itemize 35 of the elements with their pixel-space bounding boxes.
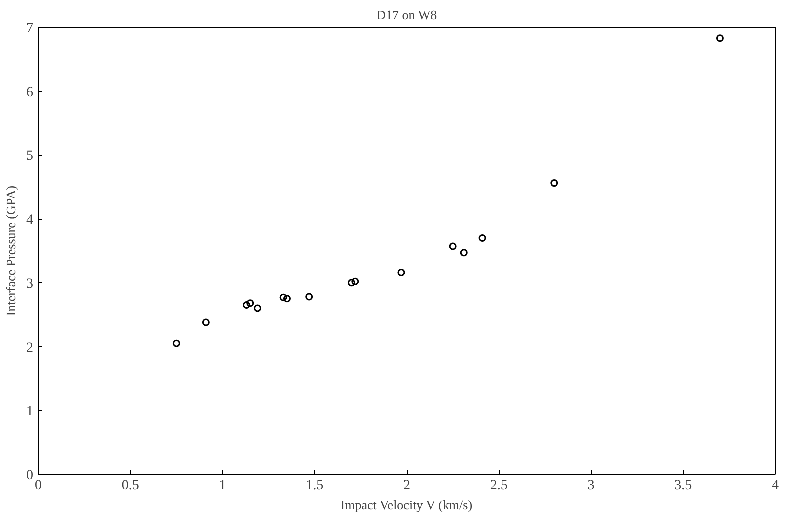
point [716, 34, 724, 42]
x-tick-label: 3.5 [674, 478, 692, 494]
point [283, 295, 291, 303]
y-tick-label: 3 [26, 276, 34, 292]
x-tick-label: 0.5 [122, 478, 140, 494]
y-tick-label: 4 [26, 213, 34, 228]
point [478, 234, 486, 242]
y-tick-label: 6 [26, 85, 34, 100]
y-tick-label: 0 [26, 468, 34, 484]
point [254, 304, 262, 312]
y-tick-label: 2 [26, 340, 34, 356]
x-tick-label: 1 [219, 478, 226, 494]
point [460, 249, 468, 257]
y-tick-label: 1 [26, 404, 34, 420]
point [242, 302, 250, 310]
y-tick-label: 7 [26, 22, 34, 36]
point [550, 180, 558, 188]
x-tick-label: 4 [772, 478, 779, 494]
x-tick-label: 2 [404, 478, 410, 494]
point [348, 279, 356, 287]
y-axis-title: Interface Pressure (GPA) [4, 186, 18, 316]
y-tick-label: 5 [26, 149, 34, 164]
x-axis-title: Impact Velocity V (km/s) [340, 498, 473, 512]
point [246, 300, 254, 308]
chart-title: D17 on W8 [376, 8, 438, 22]
point [449, 242, 457, 250]
point [172, 340, 180, 348]
x-tick-label: 3 [588, 478, 595, 494]
x-tick-label: 2.5 [490, 478, 508, 494]
point [352, 278, 360, 286]
point [202, 318, 210, 326]
x-tick-label: 1.5 [306, 478, 324, 494]
point [398, 268, 406, 276]
point [280, 294, 288, 302]
point [306, 293, 314, 301]
